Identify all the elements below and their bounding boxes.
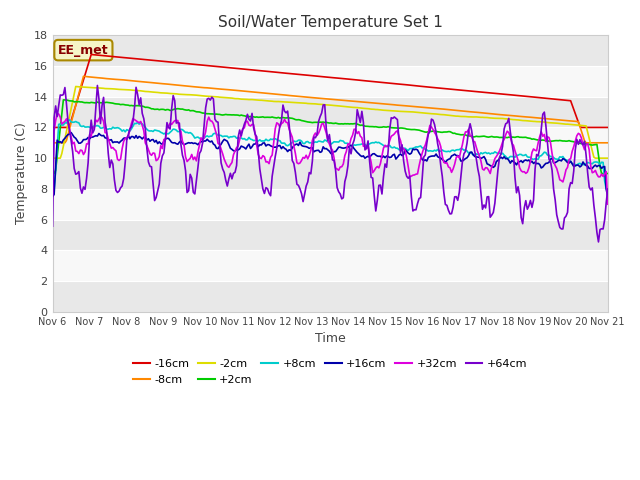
Bar bbox=[52, 97, 608, 128]
Bar bbox=[52, 36, 608, 66]
X-axis label: Time: Time bbox=[315, 332, 346, 345]
Bar bbox=[52, 189, 608, 219]
Title: Soil/Water Temperature Set 1: Soil/Water Temperature Set 1 bbox=[218, 15, 443, 30]
Bar bbox=[52, 66, 608, 97]
Bar bbox=[52, 128, 608, 158]
Bar bbox=[52, 250, 608, 281]
Bar bbox=[52, 219, 608, 250]
Legend: -16cm, -8cm, -2cm, +2cm, +8cm, +16cm, +32cm, +64cm: -16cm, -8cm, -2cm, +2cm, +8cm, +16cm, +3… bbox=[129, 355, 532, 389]
Bar bbox=[52, 281, 608, 312]
Bar bbox=[52, 158, 608, 189]
Text: EE_met: EE_met bbox=[58, 44, 109, 57]
Y-axis label: Temperature (C): Temperature (C) bbox=[15, 122, 28, 225]
